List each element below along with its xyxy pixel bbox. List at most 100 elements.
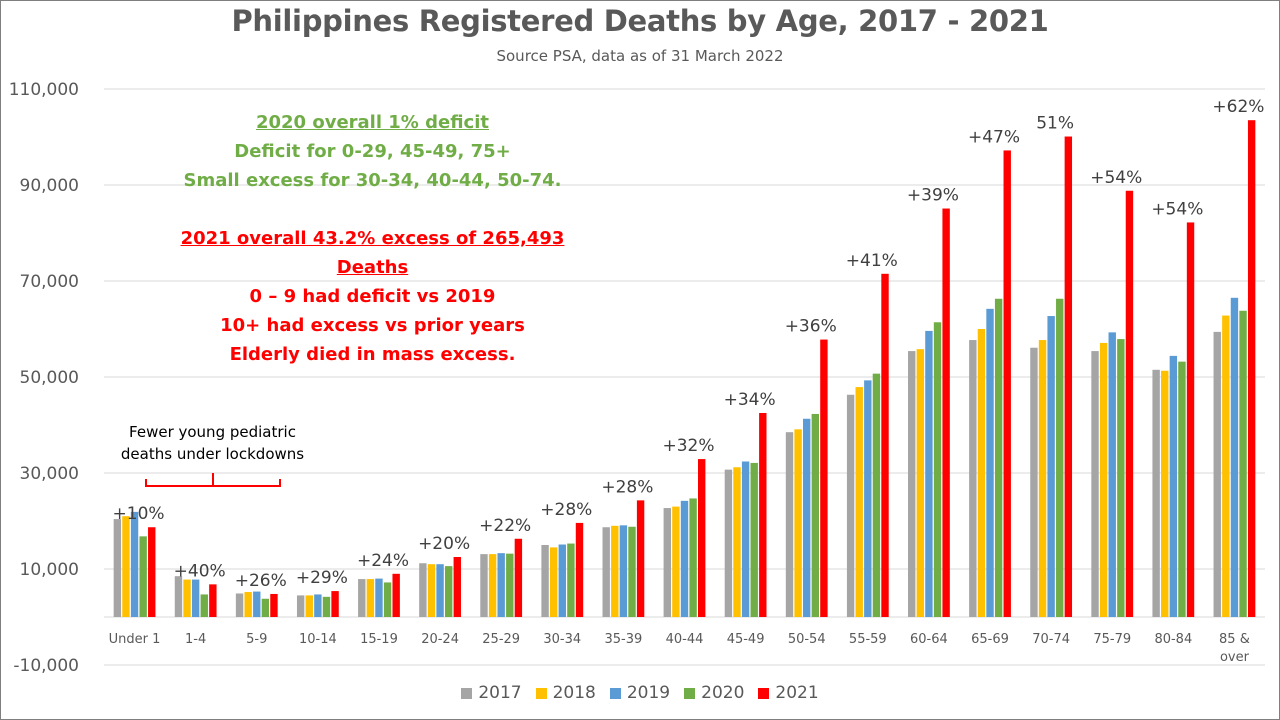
bar-2017 [969,340,977,617]
annotation-2021-line: 10+ had excess vs prior years [220,315,525,336]
bar-2017 [602,527,610,617]
bar-2018 [794,429,802,617]
bar-2020 [567,543,575,617]
bar-2020 [994,298,1003,617]
legend-label: 2019 [626,683,671,703]
bar-2020 [139,536,147,617]
bar-2021 [881,273,889,617]
data-label: +24% [357,551,409,571]
annotation-2020-line: Small excess for 30-34, 40-44, 50-74. [183,170,562,191]
data-label: 51% [1036,114,1074,134]
bar-2018 [183,579,191,617]
bar-2020 [933,322,942,617]
data-label: +26% [235,571,287,591]
x-tick-label: 75-79 [1093,632,1131,647]
bar-2019 [680,500,689,617]
x-tick-label: 55-59 [849,632,887,647]
x-tick-label: 85 & over [1219,632,1250,665]
annotation-2020-headline: 2020 overall 1% deficit [255,112,489,133]
data-label: +28% [601,477,653,497]
annotation-2021-line: 0 – 9 had deficit vs 2019 [249,286,496,307]
bar-2019 [1047,316,1055,617]
bar-2021 [514,538,523,617]
bar-2021 [636,500,645,617]
bar-2019 [803,418,811,617]
bar-2021 [392,573,400,617]
bar-2019 [925,330,933,617]
bar-2019 [619,525,628,617]
bar-2018 [855,387,863,617]
bar-2020 [1056,298,1064,617]
bar-2021 [942,208,950,617]
bar-2017 [785,432,794,617]
bar-2017 [1030,347,1038,617]
bar-2017 [358,579,366,617]
legend-swatch [461,687,473,699]
legend-swatch [609,687,621,699]
pediatric-note-line: Fewer young pediatric [129,423,296,441]
x-tick-label: 1-4 [185,632,206,647]
bar-2017 [724,469,733,617]
bar-2020 [322,596,331,617]
legend-label: 2020 [701,683,745,703]
bar-2021 [575,522,584,617]
bar-2018 [1038,340,1047,617]
bar-2018 [1161,370,1169,617]
bar-2017 [1213,331,1221,617]
y-tick-label: 110,000 [9,80,79,100]
data-label: +41% [846,251,898,271]
bar-2019 [1230,297,1239,617]
bar-2020 [444,566,453,617]
bar-2019 [253,591,261,617]
bar-2019 [375,578,383,617]
x-tick-label: 80-84 [1154,632,1192,647]
data-label: +22% [479,516,531,536]
chart-subtitle: Source PSA, data as of 31 March 2022 [496,47,784,65]
bar-2019 [864,380,872,617]
bar-2019 [497,553,505,617]
legend-label: 2017 [478,683,522,703]
bar-2017 [174,576,183,617]
bar-2019 [436,564,444,617]
data-label: +32% [662,436,714,456]
data-label: +36% [785,317,837,337]
bar-2017 [541,545,549,617]
bar-2019 [1108,332,1116,617]
bar-2021 [331,591,339,617]
bar-2020 [200,594,208,617]
pediatric-note: Fewer young pediatric deaths under lockd… [100,421,325,465]
annotation-2021-headline: 2021 overall 43.2% excess of 265,493 Dea… [180,228,565,278]
bar-2020 [1117,339,1125,617]
bar-2017 [908,351,916,617]
legend-swatch [684,687,696,699]
legend-item-2021: 2021 [758,683,819,703]
legend-label: 2018 [552,683,596,703]
bar-2019 [130,511,139,617]
bar-2017 [663,508,671,617]
x-tick-label: 65-69 [971,632,1009,647]
bar-2021 [698,459,706,617]
bar-2019 [314,594,322,617]
data-label: +10% [113,504,165,524]
bar-2017 [235,593,244,617]
bar-2020 [1178,361,1186,617]
bar-2020 [750,462,758,617]
legend-item-2020: 2020 [684,683,744,703]
bar-2018 [305,595,313,617]
data-label: +20% [418,534,470,554]
data-label: +28% [540,500,592,520]
bar-2021 [1003,150,1011,617]
bar-2018 [733,467,741,617]
y-tick-label: 90,000 [20,176,79,196]
data-label: +54% [1151,199,1203,219]
bar-2017 [296,595,305,617]
bar-2018 [1099,342,1108,617]
y-tick-label: 30,000 [20,464,79,484]
annotation-2021: 2021 overall 43.2% excess of 265,493 Dea… [150,224,595,369]
bar-2018 [244,592,252,617]
annotation-2020: 2020 overall 1% deficit Deficit for 0-29… [150,108,595,195]
bar-2021 [1125,190,1134,617]
legend-item-2019: 2019 [609,683,671,703]
bar-2017 [846,394,855,617]
bar-2020 [261,598,270,617]
